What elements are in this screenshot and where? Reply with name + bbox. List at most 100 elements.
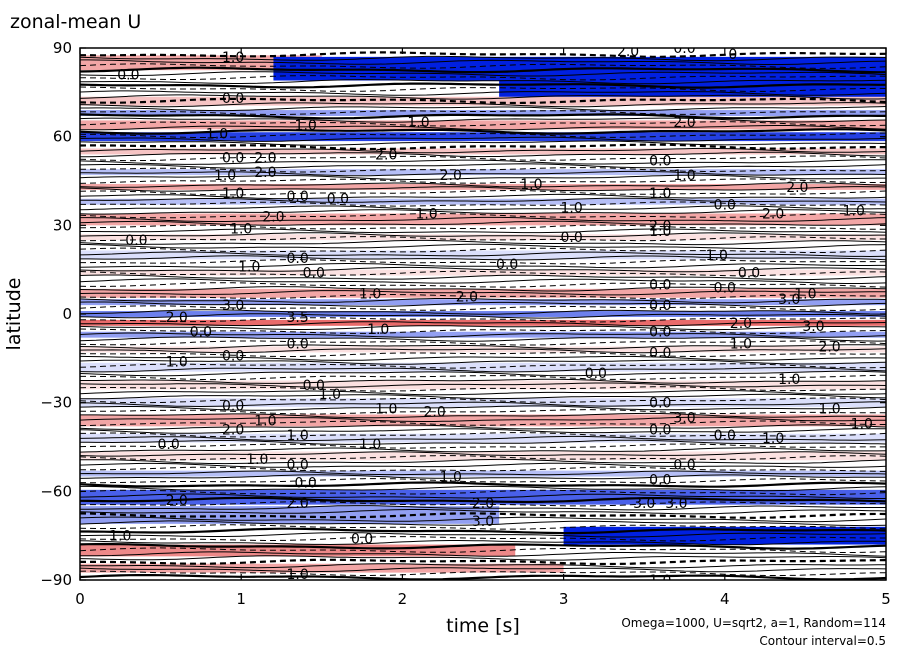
contour-line-4	[80, 558, 886, 566]
contour-line-44	[80, 405, 886, 411]
contour-line-78	[80, 274, 886, 281]
contour-line-121	[80, 110, 886, 115]
contour-line-128	[80, 82, 886, 89]
contour-line-106	[80, 167, 886, 173]
chart-title: zonal-mean U	[10, 11, 141, 33]
contour-label-59: 1.0	[166, 354, 188, 370]
contour-label-16: 2.0	[440, 168, 462, 184]
contour-line-52	[80, 374, 886, 381]
contour-label-84: 1.0	[440, 470, 462, 486]
contour-line-108	[80, 159, 886, 165]
contour-line-28	[80, 466, 886, 472]
contour-label-92: 3.0	[472, 514, 494, 530]
contour-label-67: 1.0	[375, 402, 397, 418]
band-32	[80, 563, 564, 573]
contour-line-75	[80, 286, 886, 292]
contour-label-83: 0.0	[673, 458, 695, 474]
contour-label-32: 1.0	[649, 224, 671, 240]
contour-label-95: 1.0	[286, 567, 308, 583]
contour-labels: 1.0 2.0 0.00.000.01.01.01.0 2.00.0 2.0 2.0 0.0…	[109, 48, 873, 583]
contour-label-35: 0.0	[286, 251, 308, 267]
contour-label-66: 0.0	[222, 399, 244, 415]
contour-label-18: 1.0	[673, 168, 695, 184]
contour-label-82: 0.0	[286, 458, 308, 474]
y-tick-label-4: 30	[53, 216, 72, 234]
contour-label-78: 1.0	[762, 431, 784, 447]
band-6	[80, 132, 886, 142]
contour-line-87	[80, 239, 886, 246]
contour-line-29	[80, 462, 886, 468]
contour-interval-note: Contour interval=0.5	[759, 634, 886, 648]
contour-line-14	[80, 520, 886, 527]
contour-line-123	[80, 102, 886, 108]
contour-label-79: 0.0	[158, 437, 180, 453]
contour-label-72: 3.0	[673, 410, 695, 426]
contour-label-9: 2.0	[673, 115, 695, 131]
y-tick-label-2: −30	[40, 394, 72, 412]
contour-label-54: 0.0	[190, 325, 212, 341]
contour-line-35	[80, 439, 886, 445]
contour-line-40	[80, 420, 886, 427]
contour-line-124	[80, 97, 886, 105]
contour-label-42: 1.0	[359, 286, 381, 302]
contour-line-19	[80, 501, 886, 507]
contour-label-25: 2.0	[262, 209, 284, 225]
contour-line-110	[80, 151, 886, 158]
contour-line-71	[80, 301, 886, 308]
contour-label-89: 2.0	[472, 496, 494, 512]
contour-line-118	[80, 121, 886, 127]
contour-line-51	[80, 378, 886, 384]
contour-line-125	[80, 94, 886, 100]
contour-label-56: 0.0	[649, 325, 671, 341]
contour-label-93: 0.0	[351, 532, 373, 548]
contour-line-46	[80, 397, 886, 404]
contour-label-63: 1.0	[778, 372, 800, 388]
contour-label-53: 3.0	[802, 319, 824, 335]
contour-line-11	[80, 532, 886, 538]
contour-line-81	[80, 263, 886, 269]
contour-line-99	[80, 193, 886, 200]
contour-label-31: 2.0	[649, 218, 671, 234]
contour-line-67	[80, 317, 886, 323]
band-4	[80, 110, 886, 116]
band-8	[80, 169, 886, 176]
x-axis: 0 1 2 3 4 5	[75, 48, 891, 608]
x-tick-label-3: 3	[559, 590, 569, 608]
contour-line-54	[80, 366, 886, 373]
band-14	[80, 269, 886, 276]
contour-label-81: 1.0	[246, 452, 268, 468]
contour-line-48	[80, 390, 886, 396]
contour-label-40: 0.0	[738, 266, 760, 282]
contour-label-61: 0.0	[649, 345, 671, 361]
contour-label-73: 1.0	[851, 416, 873, 432]
contour-line-101	[80, 186, 886, 192]
contour-label-75: 1.0	[286, 428, 308, 444]
band-29	[80, 506, 500, 524]
contour-label-24: 0.0	[714, 198, 736, 214]
contour-label-69: 0.0	[649, 396, 671, 412]
contour-line-0	[80, 574, 886, 580]
x-axis-label: time [s]	[446, 615, 520, 637]
contour-line-74	[80, 290, 886, 296]
contour-line-3	[80, 563, 886, 569]
contour-line-102	[80, 182, 886, 188]
contour-line-82	[80, 259, 886, 265]
contour-line-107	[80, 163, 886, 169]
contour-label-76: 0.0	[649, 422, 671, 438]
contour-line-114	[80, 136, 886, 142]
contour-label-0: 1.0	[222, 50, 244, 66]
contour-line-64	[80, 328, 886, 335]
band-31	[80, 544, 516, 557]
contour-line-63	[80, 332, 886, 338]
contour-line-120	[80, 113, 886, 120]
contour-line-116	[80, 128, 886, 135]
contour-label-41: 0.0	[649, 277, 671, 293]
contour-line-12	[80, 527, 886, 535]
contour-line-135	[80, 55, 886, 62]
contour-line-37	[80, 432, 886, 438]
contour-line-16	[80, 512, 886, 519]
x-tick-label-4: 4	[720, 590, 730, 608]
contour-line-112	[80, 143, 886, 151]
contour-line-129	[80, 79, 886, 85]
contour-line-57	[80, 355, 886, 361]
